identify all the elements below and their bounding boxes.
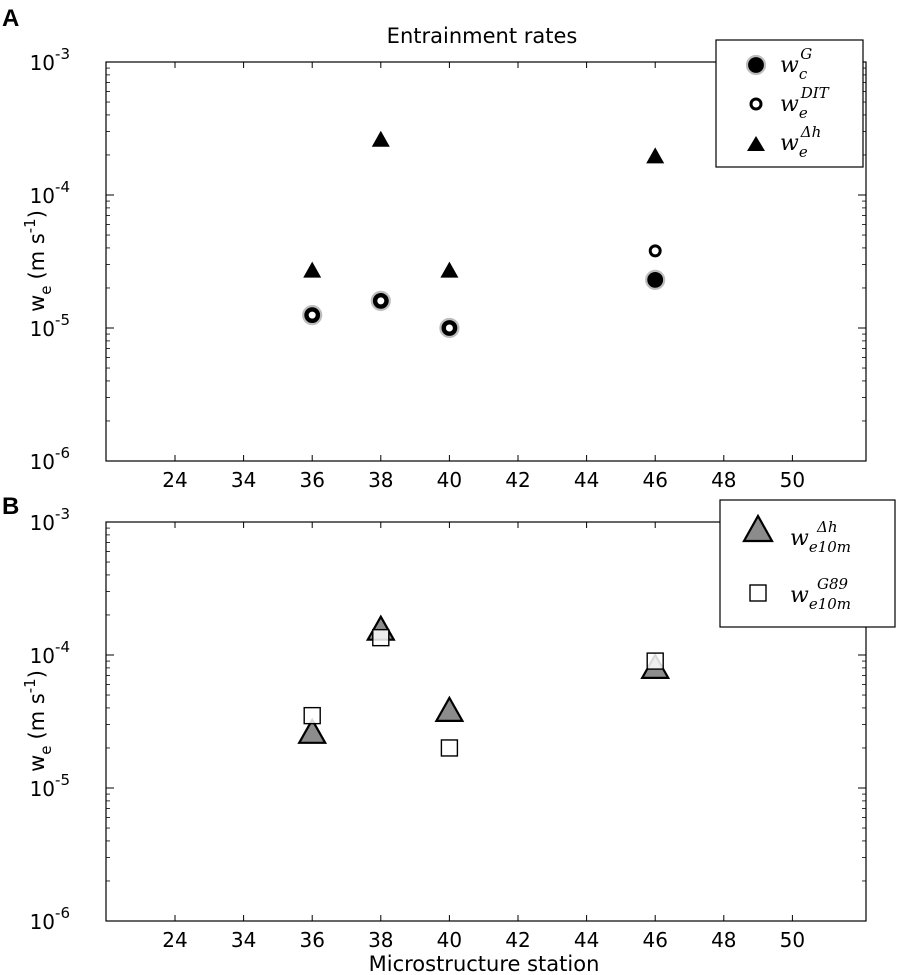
x-tick-label: 48 bbox=[711, 468, 736, 492]
legend-a-item-0: wcG bbox=[745, 45, 812, 83]
panel-a-ylabel-units: (m s bbox=[25, 233, 49, 279]
legend-a-1-main: w bbox=[780, 92, 799, 117]
legend-a-2-sub: e bbox=[799, 143, 808, 161]
y-tick-label: 10-5 bbox=[30, 311, 70, 341]
panel-b-axes bbox=[105, 521, 867, 922]
panel-a-title: Entrainment rates bbox=[387, 24, 578, 48]
point-filled-triangle-40 bbox=[440, 261, 459, 278]
point-gray-triangle-40 bbox=[434, 695, 465, 722]
panel-a: A Entrainment rates 24 34 36 38 40 42 44 46 48 50… bbox=[2, 5, 867, 492]
panel-a-x-ticks: 24 34 36 38 40 42 44 46 48 50 bbox=[162, 62, 805, 492]
point-open-square-46 bbox=[646, 652, 664, 670]
y-tick-label: 10-5 bbox=[30, 771, 70, 801]
x-tick-label: 42 bbox=[505, 468, 530, 492]
y-tick-label: 10-3 bbox=[30, 505, 70, 535]
y-tick-label: 10-6 bbox=[30, 444, 70, 474]
x-tick-label: 24 bbox=[162, 468, 187, 492]
panel-b-ylabel-sub: e bbox=[37, 746, 55, 755]
panel-b-ylabel-main: w bbox=[25, 755, 49, 772]
legend-b-0-sub: e10m bbox=[809, 538, 851, 556]
panel-b-letter: B bbox=[2, 493, 19, 520]
legend-a-2-sup: Δh bbox=[800, 123, 822, 141]
point-open-square-40 bbox=[440, 739, 459, 757]
y-tick-label: 10-3 bbox=[30, 45, 70, 75]
x-tick-label: 34 bbox=[231, 928, 256, 952]
panel-a-ylabel-sub: e bbox=[37, 286, 55, 295]
legend-a-0-sub: c bbox=[799, 65, 808, 83]
point-open-circle-36 bbox=[305, 308, 319, 322]
svg-text:weΔh: we Δh bbox=[780, 123, 821, 161]
legend-a-item-1: we DIT bbox=[749, 84, 830, 122]
x-tick-label: 40 bbox=[437, 928, 462, 952]
svg-text:we(m s-1): we (m s-1) bbox=[21, 210, 55, 312]
legend-b-0-main: w bbox=[790, 526, 809, 551]
svg-text:we(m s-1): we (m s-1) bbox=[21, 670, 55, 772]
point-filled-triangle-38 bbox=[371, 130, 390, 147]
panel-b-x-ticks: 24 34 36 38 40 42 44 46 48 50 bbox=[162, 522, 805, 952]
legend-b-1-sub: e10m bbox=[809, 595, 851, 613]
legend-b-1-sup: G89 bbox=[817, 575, 849, 593]
x-tick-label: 36 bbox=[299, 468, 324, 492]
panel-b-marks bbox=[297, 614, 671, 757]
panel-a-ylabel-units-sup: -1 bbox=[21, 218, 39, 233]
y-tick-label: 10-4 bbox=[30, 638, 70, 668]
panel-a-axes bbox=[105, 61, 867, 462]
svg-text:we10mΔh: we10m Δh bbox=[790, 518, 851, 556]
point-open-circle-46 bbox=[648, 244, 662, 258]
legend-a-item-2: we Δh bbox=[747, 123, 821, 161]
x-tick-label: 42 bbox=[505, 928, 530, 952]
x-tick-label: 46 bbox=[642, 468, 667, 492]
point-open-circle-38 bbox=[374, 294, 388, 308]
x-tick-label: 38 bbox=[368, 928, 393, 952]
point-gray-triangle-36 bbox=[297, 717, 328, 744]
legend-a-2-main: w bbox=[780, 131, 799, 156]
x-tick-label: 44 bbox=[574, 928, 599, 952]
panel-b-ylabel-units-end: ) bbox=[25, 670, 49, 678]
x-tick-label: 36 bbox=[299, 928, 324, 952]
panel-a-ylabel-main: w bbox=[25, 295, 49, 312]
point-filled-circle-46 bbox=[645, 269, 666, 290]
legend-b-0-sup: Δh bbox=[816, 518, 838, 536]
x-tick-label: 46 bbox=[642, 928, 667, 952]
point-open-square-36 bbox=[303, 706, 321, 725]
legend-a-1-sub: e bbox=[799, 104, 808, 122]
x-tick-label: 50 bbox=[780, 468, 805, 492]
point-filled-triangle-36 bbox=[303, 261, 322, 278]
x-tick-label: 24 bbox=[162, 928, 187, 952]
x-tick-label: 48 bbox=[711, 928, 736, 952]
y-tick-label: 10-6 bbox=[30, 904, 70, 934]
panel-b-xlabel: Microstructure station bbox=[369, 952, 600, 975]
svg-text:weDIT: we DIT bbox=[780, 84, 830, 122]
x-tick-label: 50 bbox=[780, 928, 805, 952]
point-filled-triangle-46 bbox=[646, 147, 665, 164]
svg-text:we10mG89: we10m G89 bbox=[790, 575, 851, 613]
point-open-circle-40 bbox=[442, 321, 456, 335]
x-tick-label: 38 bbox=[368, 468, 393, 492]
panel-b-ylabel-units: (m s bbox=[25, 693, 49, 739]
panel-a-legend: wcG weDIT weΔh bbox=[715, 39, 864, 168]
panel-a-letter: A bbox=[2, 5, 19, 32]
x-tick-label: 34 bbox=[231, 468, 256, 492]
panel-a-y-ticks: 10-3 10-4 10-5 10-6 bbox=[30, 45, 866, 474]
panel-a-ylabel-units-end: ) bbox=[25, 210, 49, 218]
panel-b-ylabel-units-sup: -1 bbox=[21, 678, 39, 693]
panel-a-ylabel: we (m s-1) bbox=[21, 210, 55, 312]
panel-b-ylabel: we (m s-1) bbox=[21, 670, 55, 772]
legend-a-1-sup: DIT bbox=[800, 84, 830, 102]
legend-a-0-main: w bbox=[780, 53, 799, 78]
legend-b-1-main: w bbox=[790, 583, 809, 608]
panel-b-y-ticks: 10-3 10-4 10-5 10-6 bbox=[30, 505, 866, 934]
panel-a-marks bbox=[302, 130, 666, 339]
x-tick-label: 40 bbox=[437, 468, 462, 492]
panel-b: B 24 34 36 38 40 42 44 46 48 50 10-310-410-510-6 … bbox=[2, 493, 896, 975]
y-tick-label: 10-4 bbox=[30, 178, 70, 208]
x-tick-label: 44 bbox=[574, 468, 599, 492]
svg-text:wcG: wcG bbox=[780, 45, 812, 83]
point-open-square-38 bbox=[372, 628, 390, 647]
panel-b-legend: we10mΔh we10mG89 bbox=[719, 499, 896, 628]
legend-b-item-0: we10m Δh bbox=[742, 513, 851, 556]
legend-b-item-1: we10m G89 bbox=[749, 575, 851, 613]
legend-a-0-sup: G bbox=[800, 45, 812, 63]
